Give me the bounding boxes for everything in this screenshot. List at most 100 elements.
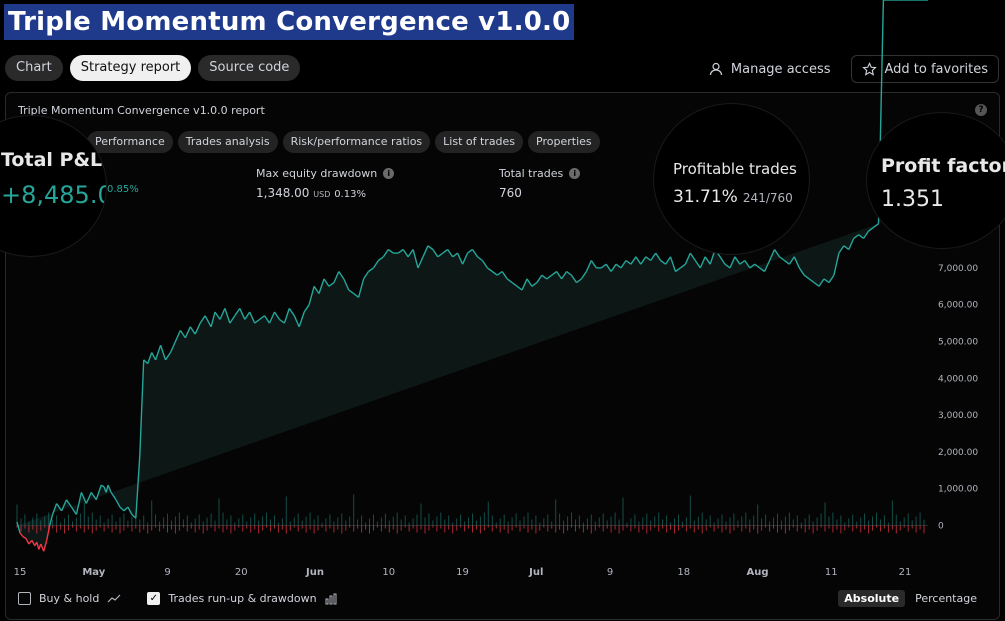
total-pl-pct: 0.85% [107,184,139,195]
equity-line-segment [154,344,162,361]
tab-chart[interactable]: Chart [5,55,63,81]
equity-line-segment [49,514,54,526]
equity-line-segment [734,256,741,265]
absolute-button[interactable]: Absolute [838,590,906,607]
info-icon[interactable]: i [383,168,395,179]
equity-line-segment [288,308,295,317]
equity-line-segment [110,492,117,501]
add-favorites-button[interactable]: Add to favorites [850,55,999,83]
equity-line-segment [189,326,196,335]
equity-line-segment [442,248,449,254]
equity-line-segment [570,274,578,283]
x-tick-label: 9 [607,567,613,578]
equity-line-segment [803,274,810,280]
subtab-properties[interactable]: Properties [528,131,600,153]
equity-line-segment [744,260,751,269]
profitable-zoom: Profitable trades 31.71% 241/760 [653,103,810,255]
equity-line-segment [605,263,612,272]
equity-line-segment [70,506,77,515]
runup-toggle[interactable]: ✓ Trades run-up & drawdown [147,592,338,605]
max-drawdown-pct: 0.13% [334,189,366,200]
equity-line-segment [85,492,92,504]
y-tick-label: 7,000.00 [938,264,978,274]
chart-controls: Buy & hold ✓ Trades run-up & drawdown [18,592,339,605]
equity-line-segment [531,282,538,287]
equity-line-segment [164,352,172,361]
equity-line-segment [853,234,860,239]
equity-line-segment [298,311,305,328]
equity-line-segment [229,315,236,324]
subtab-performance[interactable]: Performance [87,131,173,153]
manage-access-label: Manage access [730,61,831,77]
equity-line-segment [456,252,464,265]
info-icon[interactable]: i [569,168,581,179]
equity-line-segment [447,249,454,258]
buy-hold-checkbox[interactable] [18,592,31,605]
equity-line-segment [655,252,662,261]
equity-line-segment [28,539,33,545]
equity-line-segment [169,341,177,353]
equity-line-segment [119,506,125,512]
equity-line-segment [823,278,830,284]
equity-line-segment [328,282,335,287]
x-tick-label: Aug [746,567,768,578]
equity-line-segment [372,260,379,269]
equity-line-segment [323,278,330,287]
equity-line-segment [417,256,424,269]
buy-hold-label: Buy & hold [39,592,100,605]
equity-line-segment [51,503,58,515]
equity-line-segment [412,249,419,269]
y-tick-label: 3,000.00 [938,411,978,421]
equity-line-segment [541,274,548,280]
subtab-list-of-trades[interactable]: List of trades [435,131,524,153]
manage-access-button[interactable]: Manage access [699,56,841,82]
equity-line-segment [635,256,642,265]
percentage-button[interactable]: Percentage [915,592,977,605]
y-tick-label: 6,000.00 [938,301,978,311]
equity-line-segment [357,278,365,298]
help-icon[interactable]: ? [975,104,987,116]
equity-line-segment [615,263,622,269]
report-subtabs: Performance Trades analysis Risk/perform… [87,131,600,153]
equity-line-segment [80,492,87,504]
strategy-title: Triple Momentum Convergence v1.0.0 [4,4,575,40]
main-tabs: Chart Strategy report Source code [5,55,301,81]
equity-line-segment [724,263,731,269]
equity-line-segment [56,503,63,512]
runup-checkbox[interactable]: ✓ [147,592,161,605]
equity-line-segment [199,315,206,324]
equity-line-segment [526,278,533,287]
equity-line-segment [768,249,776,261]
tab-strategy-report[interactable]: Strategy report [69,55,192,81]
equity-line-segment [719,256,726,265]
equity-line-segment [561,271,568,280]
x-tick-label: Jul [528,567,543,578]
subtab-risk-ratios[interactable]: Risk/performance ratios [282,131,431,153]
equity-line-segment [219,308,226,320]
equity-line-segment [477,256,483,262]
equity-area [17,223,879,552]
buy-hold-toggle[interactable]: Buy & hold [18,592,121,605]
equity-line-segment [689,252,696,261]
max-drawdown-metric: Max equity drawdown i 1,348.00 USD 0.13% [256,167,395,200]
subtab-trades-analysis[interactable]: Trades analysis [177,131,278,153]
total-pl-label: Total P&L [1,149,103,171]
equity-line-segment [630,256,637,265]
equity-line-segment [343,278,350,291]
equity-line-segment [620,260,627,269]
equity-line-segment [610,263,617,272]
equity-line-segment [264,315,271,324]
equity-line-segment [798,267,805,276]
equity-line-segment [650,252,657,261]
equity-line-segment [151,352,157,361]
equity-line-segment [387,248,394,254]
equity-line-segment [625,259,632,265]
equity-line-segment [60,499,68,512]
equity-line-segment [754,263,761,269]
equity-line-segment [283,308,290,324]
y-tick-label: 5,000.00 [938,338,978,348]
equity-line-segment [259,315,266,320]
equity-line-segment [739,259,746,265]
y-tick-label: 2,000.00 [938,448,978,458]
tab-source-code[interactable]: Source code [198,55,301,81]
